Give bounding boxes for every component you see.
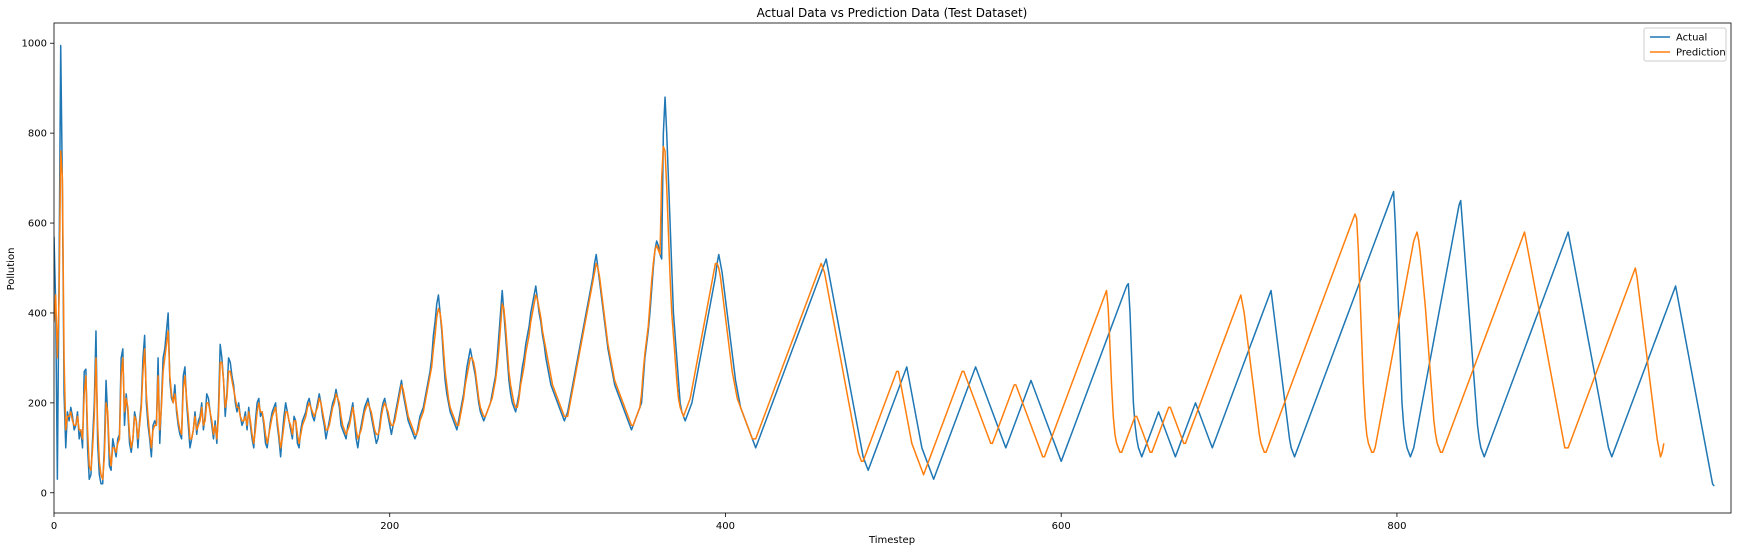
- y-axis-label: Pollution: [6, 248, 17, 291]
- y-tick-label: 0: [41, 488, 47, 499]
- y-tick-label: 400: [28, 308, 47, 319]
- x-tick-label: 200: [380, 521, 399, 532]
- x-axis-label: Timestep: [868, 535, 915, 546]
- x-tick-label: 600: [1052, 521, 1071, 532]
- chart-title: Actual Data vs Prediction Data (Test Dat…: [757, 6, 1028, 20]
- y-tick-label: 800: [28, 129, 47, 140]
- legend: Actual Prediction: [1643, 27, 1727, 62]
- y-tick-label: 1000: [22, 39, 47, 50]
- y-tick-label: 600: [28, 219, 47, 230]
- axes: 0 200 400 600 800 0 200 400 600 800 1000: [22, 22, 1732, 532]
- legend-label-actual: Actual: [1676, 33, 1707, 44]
- plot-area: [54, 44, 1715, 487]
- y-tick-label: 200: [28, 398, 47, 409]
- x-tick-label: 0: [51, 521, 57, 532]
- axes-frame: [53, 22, 1732, 514]
- x-tick-label: 400: [716, 521, 735, 532]
- series-line-prediction: [54, 145, 1665, 481]
- x-tick-label: 800: [1387, 521, 1406, 532]
- series-line-actual: [54, 44, 1715, 487]
- legend-label-prediction: Prediction: [1676, 48, 1726, 59]
